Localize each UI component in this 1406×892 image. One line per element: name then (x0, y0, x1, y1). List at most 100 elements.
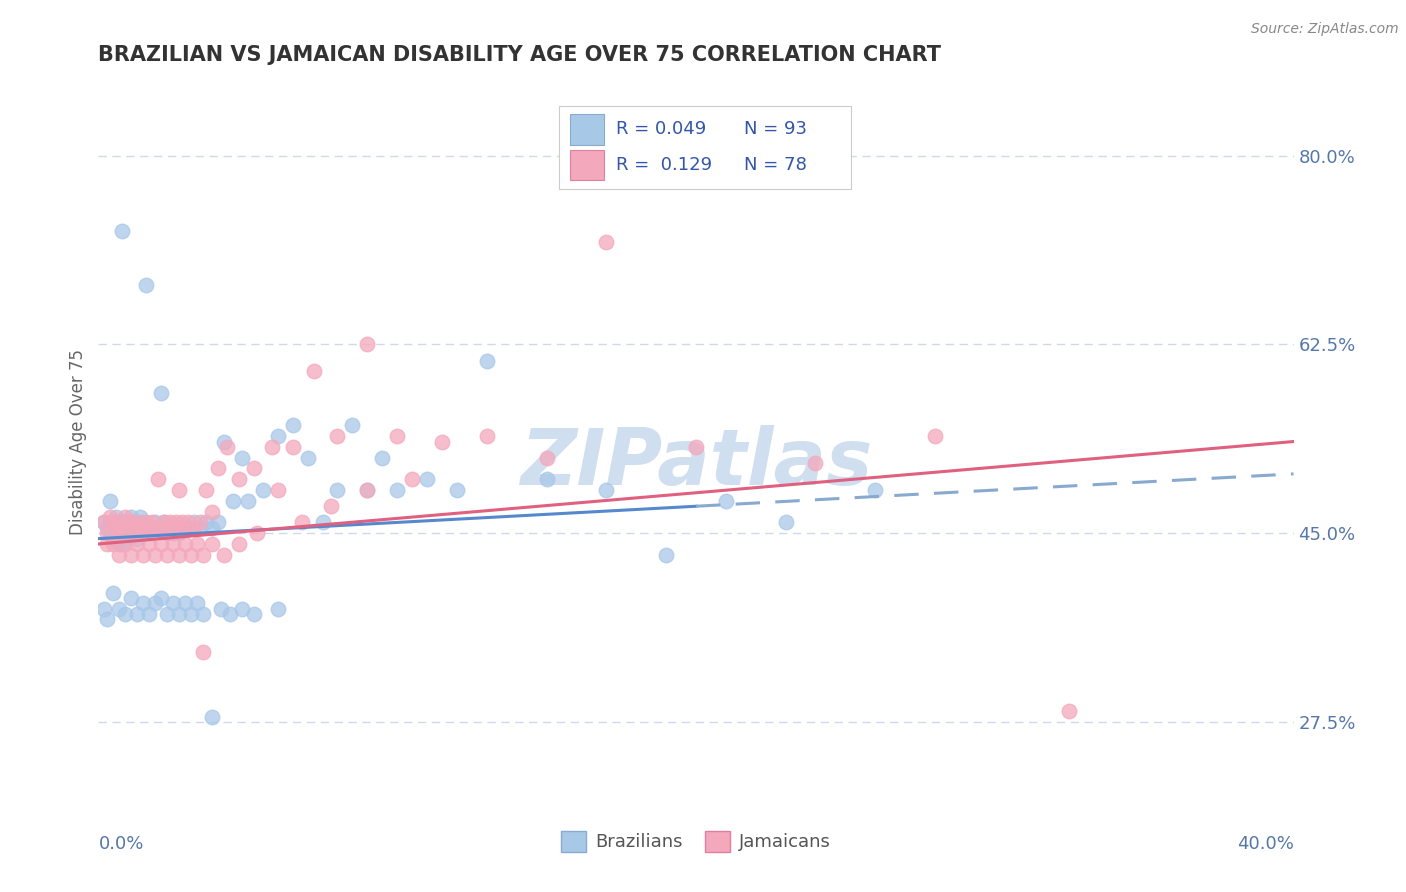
Point (311, 516, 333, 530)
Text: Source: ZipAtlas.com: Source: ZipAtlas.com (1251, 22, 1399, 37)
Point (804, 456, 827, 470)
Point (103, 532, 125, 546)
Point (93, 516, 115, 530)
Point (356, 483, 378, 497)
Point (195, 516, 218, 530)
Point (167, 607, 190, 621)
Point (212, 548, 235, 562)
Point (153, 516, 176, 530)
Point (132, 521, 155, 535)
Point (129, 521, 152, 535)
Point (96, 612, 118, 626)
Point (127, 516, 149, 530)
Point (162, 526, 184, 541)
Point (117, 516, 139, 530)
Point (385, 429, 409, 443)
Point (120, 516, 142, 530)
Point (246, 526, 269, 541)
Point (162, 596, 184, 610)
Point (201, 537, 224, 551)
Point (132, 516, 155, 530)
FancyBboxPatch shape (571, 114, 605, 145)
Point (114, 510, 136, 524)
Point (138, 537, 160, 551)
Point (96, 521, 118, 535)
Point (252, 483, 274, 497)
Point (159, 516, 181, 530)
Point (167, 548, 190, 562)
Point (150, 386, 173, 401)
Point (162, 521, 184, 535)
Point (177, 516, 200, 530)
Point (180, 607, 202, 621)
Text: 40.0%: 40.0% (1237, 835, 1294, 854)
Point (326, 429, 349, 443)
Point (120, 548, 142, 562)
Point (180, 548, 202, 562)
Point (186, 596, 208, 610)
Point (1059, 704, 1081, 718)
Point (114, 537, 136, 551)
Point (475, 353, 498, 368)
Legend: Brazilians, Jamaicans: Brazilians, Jamaicans (554, 823, 838, 859)
Point (191, 607, 214, 621)
Point (138, 521, 160, 535)
Point (356, 337, 378, 351)
Point (129, 521, 152, 535)
Point (114, 532, 136, 546)
FancyBboxPatch shape (571, 150, 605, 180)
Point (124, 526, 146, 541)
Point (212, 434, 235, 449)
Point (865, 483, 887, 497)
Point (195, 483, 218, 497)
Point (281, 440, 304, 454)
Point (228, 472, 250, 486)
Point (103, 516, 125, 530)
Point (153, 516, 176, 530)
Point (595, 483, 617, 497)
Text: N = 93: N = 93 (744, 120, 807, 138)
Point (127, 607, 149, 621)
Point (156, 521, 179, 535)
Point (129, 510, 152, 524)
Point (127, 537, 149, 551)
Point (177, 521, 200, 535)
Point (297, 450, 319, 465)
Point (111, 521, 134, 535)
Point (108, 548, 131, 562)
Point (201, 505, 224, 519)
Point (281, 418, 304, 433)
Point (186, 537, 208, 551)
Point (108, 537, 131, 551)
Point (174, 521, 197, 535)
Point (188, 516, 211, 530)
Point (924, 429, 946, 443)
Point (401, 472, 423, 486)
Point (243, 607, 266, 621)
Point (120, 526, 142, 541)
Point (108, 601, 131, 615)
Point (267, 429, 290, 443)
Point (714, 493, 737, 508)
Point (775, 516, 797, 530)
Point (138, 607, 160, 621)
Point (93, 516, 115, 530)
Text: ZIPatlas: ZIPatlas (520, 425, 872, 501)
Text: R = 0.049: R = 0.049 (616, 120, 706, 138)
Point (536, 450, 558, 465)
Point (267, 483, 290, 497)
Point (156, 607, 179, 621)
Point (108, 516, 131, 530)
Point (96, 526, 118, 541)
Text: BRAZILIAN VS JAMAICAN DISABILITY AGE OVER 75 CORRELATION CHART: BRAZILIAN VS JAMAICAN DISABILITY AGE OVE… (98, 45, 942, 65)
Point (135, 516, 157, 530)
Point (655, 548, 678, 562)
Point (209, 601, 232, 615)
Point (231, 601, 253, 615)
Point (416, 472, 439, 486)
Point (219, 607, 242, 621)
Point (162, 537, 184, 551)
Point (342, 418, 364, 433)
Point (150, 591, 173, 605)
Point (111, 224, 134, 238)
